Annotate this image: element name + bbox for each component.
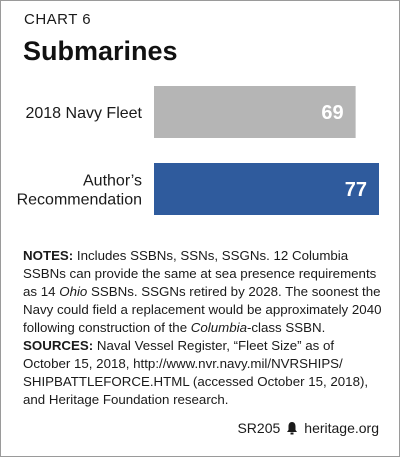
bell-icon (287, 422, 298, 435)
chart-number: CHART 6 (24, 11, 92, 28)
sources-label: SOURCES: (23, 338, 94, 353)
notes-block: NOTES: Includes SSBNs, SSNs, SSGNs. 12 C… (23, 247, 385, 409)
category-label-2-line-1: Author’s (83, 173, 142, 190)
bar-value-label-1: 69 (321, 102, 343, 124)
site-name: heritage.org (304, 420, 379, 436)
notes-italic-ohio: Ohio (59, 284, 88, 299)
notes-text-3: -class SSBN. (246, 320, 326, 335)
notes-italic-columbia: Columbia (190, 320, 247, 335)
bar-chart: 69 2018 Navy Fleet 77 Author’s Recommendatio… (17, 86, 379, 215)
footer: SR205 heritage.org (237, 420, 379, 436)
bar-2 (154, 163, 379, 215)
category-label-1-line-1: 2018 Navy Fleet (25, 105, 142, 122)
report-id: SR205 (237, 420, 281, 436)
category-label-2-line-2: Recommendation (17, 192, 142, 209)
chart-title: Submarines (23, 36, 178, 66)
notes-label: NOTES: (23, 248, 74, 263)
notes-text-1: Includes SSBNs, SSNs, SSGNs. 12 Columbia… (23, 248, 377, 299)
bar-value-label-2: 77 (345, 179, 367, 201)
notes-text-2: SSBNs. SSGNs retired by 2028. The soones… (23, 284, 382, 335)
bar-1 (154, 86, 356, 138)
sources-text: Naval Vessel Register, “Fleet Size” as o… (23, 338, 369, 407)
